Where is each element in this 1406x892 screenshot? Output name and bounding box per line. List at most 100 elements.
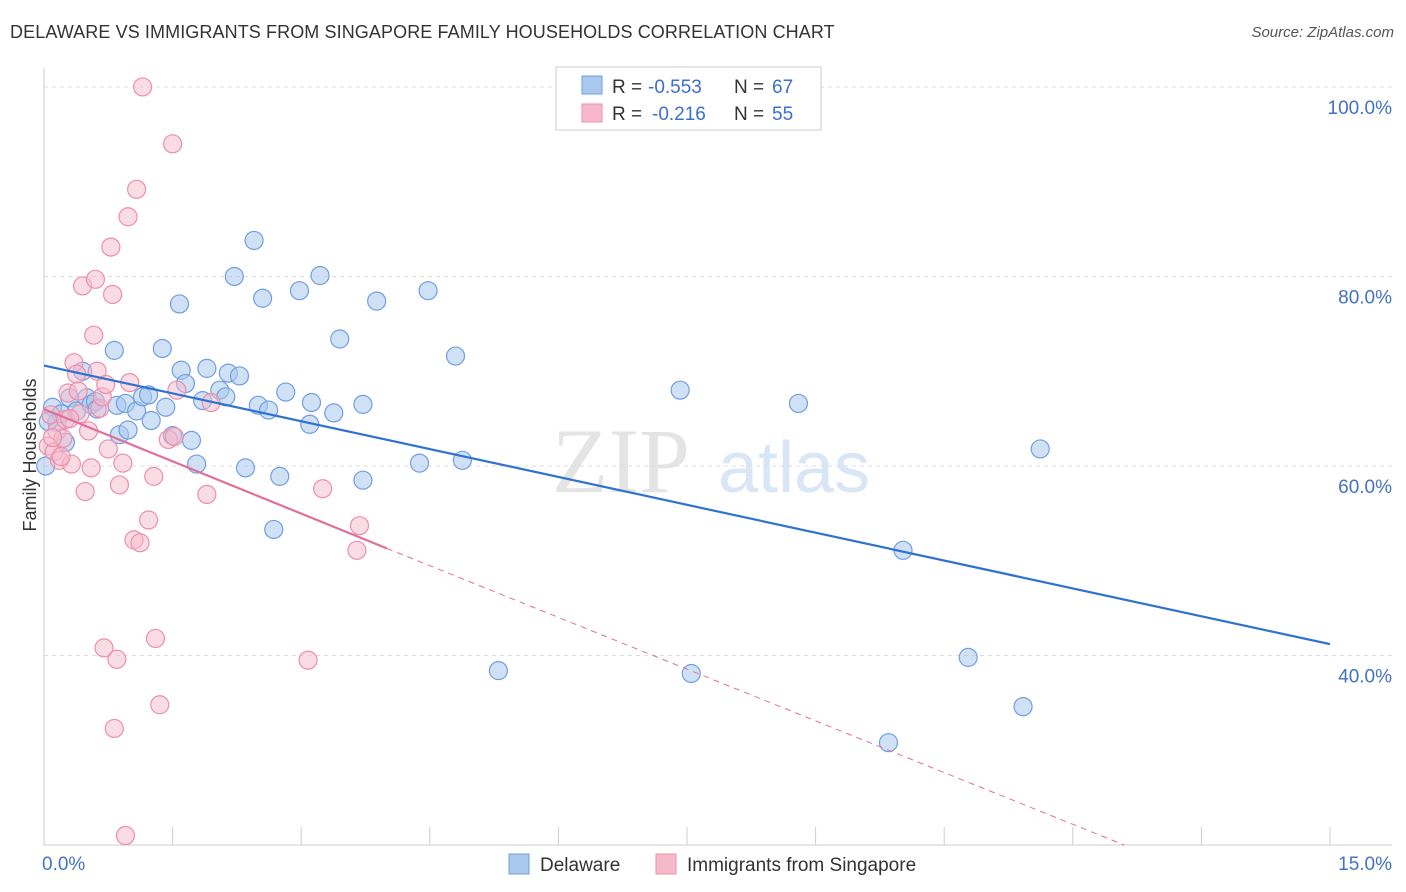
source-label: Source: ZipAtlas.com (1251, 24, 1394, 41)
delaware-point-48 (324, 403, 344, 423)
delaware-point-57 (488, 661, 508, 681)
legend-swatch-delaware (581, 75, 603, 95)
singapore-point-51 (42, 427, 63, 448)
delaware-point-36 (235, 458, 256, 478)
delaware-point-50 (353, 394, 373, 414)
legend-swatch-singapore (581, 103, 603, 123)
singapore-point-13 (75, 481, 95, 502)
singapore-trend-line (43, 408, 388, 550)
singapore-point-42 (163, 134, 183, 154)
delaware-point-54 (418, 281, 438, 301)
singapore-point-21 (94, 638, 114, 658)
y-tick-label-2: 80.0% (1338, 287, 1392, 308)
legend-r-value-2: -0.216 (652, 104, 706, 125)
delaware-point-37 (244, 230, 264, 251)
singapore-point-27 (107, 649, 127, 669)
delaware-point-58 (670, 380, 690, 400)
y-tick-label-1: 60.0% (1338, 477, 1392, 498)
correlation-legend: R = -0.553 N = 67 R = -0.216 N = 55 (555, 66, 822, 131)
delaware-point-63 (958, 647, 978, 667)
legend-r-label-1: R = (612, 77, 642, 98)
x-tick-label-0: 0.0% (42, 854, 85, 875)
delaware-point-52 (367, 291, 387, 311)
delaware-point-42 (270, 466, 290, 486)
delaware-point-41 (264, 519, 284, 540)
bottom-legend-delaware: Delaware (540, 855, 620, 876)
singapore-point-24 (101, 237, 121, 257)
chart-title: DELAWARE VS IMMIGRANTS FROM SINGAPORE FA… (10, 22, 835, 42)
delaware-point-55 (445, 346, 466, 366)
singapore-point-26 (104, 718, 124, 739)
singapore-point-23 (98, 439, 118, 459)
delaware-point-47 (310, 265, 330, 286)
delaware-point-51 (353, 470, 373, 490)
gridlines: 40.0% 60.0% 80.0% 100.0% (44, 86, 1393, 687)
delaware-point-30 (197, 358, 217, 378)
axes: 0.0% 15.0% (42, 68, 1392, 875)
x-tick-label-1: 15.0% (1338, 854, 1392, 875)
delaware-point-12 (104, 340, 124, 360)
singapore-point-25 (102, 284, 123, 305)
singapore-point-48 (313, 479, 333, 499)
series-legend: Delaware Immigrants from Singapore (508, 853, 916, 876)
y-axis-label: Family Households (20, 378, 40, 531)
delaware-point-45 (301, 392, 322, 413)
bottom-legend-singapore: Immigrants from Singapore (687, 855, 916, 876)
singapore-point-52 (51, 446, 71, 467)
legend-n-value-2: 55 (772, 104, 793, 125)
legend-r-value-1: -0.553 (648, 77, 702, 98)
delaware-point-35 (229, 366, 250, 386)
singapore-point-16 (84, 325, 104, 345)
singapore-point-15 (81, 458, 101, 478)
singapore-point-28 (109, 475, 130, 495)
singapore-point-54 (68, 381, 88, 401)
singapore-point-39 (145, 628, 166, 649)
legend-n-value-1: 67 (772, 77, 793, 98)
bottom-legend-swatch-singapore (655, 853, 677, 875)
y-tick-label-0: 40.0% (1338, 666, 1392, 687)
singapore-trend-extension (386, 547, 1125, 846)
delaware-point-64 (1013, 697, 1033, 717)
delaware-point-43 (276, 382, 296, 402)
delaware-point-34 (224, 266, 244, 287)
delaware-point-61 (878, 733, 899, 753)
singapore-point-34 (126, 179, 147, 199)
trend-lines (43, 364, 1331, 846)
delaware-point-65 (1030, 439, 1050, 459)
singapore-point-47 (298, 650, 318, 670)
delaware-point-24 (169, 294, 190, 314)
delaware-point-49 (330, 329, 350, 349)
legend-r-label-2: R = (612, 104, 642, 125)
singapore-point-43 (164, 427, 184, 447)
delaware-trend-line (43, 364, 1331, 646)
delaware-points (36, 230, 1050, 753)
singapore-point-37 (138, 510, 159, 530)
singapore-point-36 (132, 77, 153, 97)
singapore-point-45 (197, 484, 217, 505)
delaware-point-16 (118, 420, 138, 440)
bottom-legend-swatch-delaware (508, 853, 530, 875)
singapore-point-38 (144, 466, 164, 486)
singapore-point-29 (113, 453, 133, 473)
watermark-zip: ZIP (552, 410, 690, 512)
delaware-point-53 (409, 453, 430, 473)
watermark-atlas: atlas (718, 428, 870, 508)
delaware-point-44 (289, 281, 310, 301)
singapore-point-17 (85, 269, 106, 289)
delaware-point-60 (788, 393, 809, 414)
delaware-point-39 (253, 288, 273, 308)
singapore-point-35 (130, 533, 150, 553)
singapore-point-30 (115, 825, 136, 846)
legend-n-label-2: N = (734, 104, 764, 125)
singapore-point-50 (349, 516, 370, 536)
delaware-point-20 (141, 410, 161, 431)
singapore-point-49 (347, 540, 367, 560)
singapore-point-40 (150, 695, 170, 715)
delaware-point-27 (181, 430, 202, 450)
delaware-point-22 (156, 397, 176, 417)
y-tick-label-3: 100.0% (1328, 98, 1393, 119)
delaware-point-19 (138, 385, 159, 405)
delaware-point-21 (152, 338, 172, 359)
singapore-point-31 (118, 207, 138, 227)
